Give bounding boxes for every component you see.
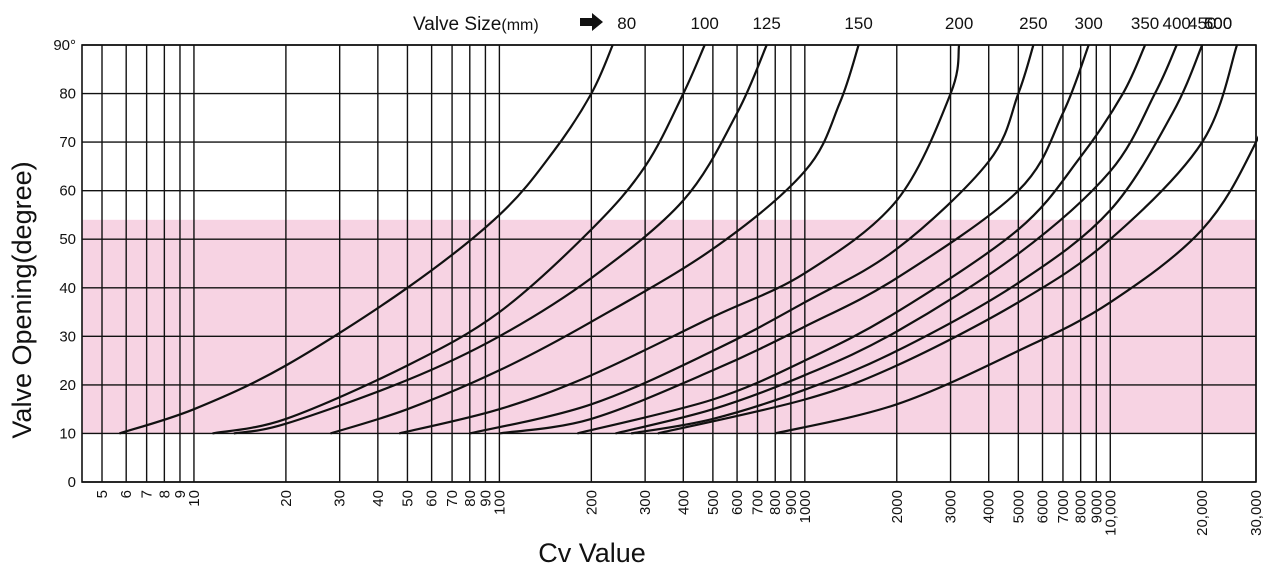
x-tick-label: 400 (675, 490, 692, 515)
x-tick-label: 40 (370, 490, 387, 507)
size-label-600: 600 (1204, 14, 1232, 33)
x-tick-label: 7 (139, 490, 156, 498)
x-tick-label: 800 (767, 490, 784, 515)
size-label-350: 350 (1131, 14, 1159, 33)
x-tick-label: 7000 (1055, 490, 1072, 523)
curve-size-80 (119, 44, 614, 435)
x-tick-label: 9000 (1088, 490, 1105, 523)
highlight-band (82, 219, 1256, 434)
y-tick-label: 40 (59, 280, 76, 297)
x-tick-label: 30 (332, 490, 349, 507)
y-tick-label: 80 (59, 86, 76, 103)
x-tick-label: 20,000 (1194, 490, 1211, 536)
curve-size-400 (615, 44, 1178, 435)
x-tick-label: 80 (462, 490, 479, 507)
x-tick-label: 9 (172, 490, 189, 498)
x-tick-label: 70 (444, 490, 461, 507)
chart-title: Valve Size(mm) (413, 14, 539, 35)
curve-size-200 (398, 44, 961, 435)
size-label-500: 500 (1204, 14, 1232, 33)
x-tick-label: 600 (729, 490, 746, 515)
curve-size-100 (212, 44, 706, 435)
y-tick-label: 30 (59, 328, 76, 345)
curve-size-450 (630, 44, 1204, 435)
curve-size-125 (233, 44, 768, 435)
x-tick-label: 20 (278, 490, 295, 507)
x-tick-label: 10 (186, 490, 203, 507)
x-tick-label: 1000 (797, 490, 814, 523)
y-axis-ticks: 0 10 20 30 40 50 60 70 80 90° (53, 37, 76, 491)
size-label-200: 200 (945, 14, 973, 33)
valve-size-curves (119, 44, 1258, 435)
size-label-400: 400 (1163, 14, 1191, 33)
y-axis-label: Valve Opening(degree) (7, 161, 37, 438)
x-tick-label: 5 (94, 490, 111, 498)
x-tick-label: 500 (705, 490, 722, 515)
x-tick-label: 60 (424, 490, 441, 507)
curve-size-500 (657, 44, 1239, 435)
x-tick-label: 30,000 (1248, 490, 1265, 536)
y-tick-label: 50 (59, 231, 76, 248)
arrow-right-icon (580, 13, 603, 31)
x-tick-label: 8000 (1073, 490, 1090, 523)
size-label-125: 125 (752, 14, 780, 33)
chart-title-unit: (mm) (501, 17, 538, 34)
curve-size-600 (774, 135, 1258, 435)
size-label-250: 250 (1019, 14, 1047, 33)
x-tick-label: 5000 (1010, 490, 1027, 523)
y-tick-label: 70 (59, 134, 76, 151)
x-tick-label: 50 (399, 490, 416, 507)
size-label-450: 450 (1188, 14, 1216, 33)
size-label-300: 300 (1075, 14, 1103, 33)
x-tick-label: 3000 (943, 490, 960, 523)
curve-size-150 (330, 44, 860, 435)
x-tick-label: 900 (783, 490, 800, 515)
x-tick-label: 200 (583, 490, 600, 515)
size-label-150: 150 (844, 14, 872, 33)
size-label-100: 100 (690, 14, 718, 33)
x-tick-label: 6 (118, 490, 135, 498)
x-tick-label: 2000 (889, 490, 906, 523)
x-tick-label: 90 (477, 490, 494, 507)
curve-size-350 (577, 44, 1147, 435)
y-tick-label: 10 (59, 425, 76, 442)
x-tick-label: 4000 (981, 490, 998, 523)
y-tick-label: 20 (59, 377, 76, 394)
x-tick-label: 300 (637, 490, 654, 515)
x-tick-label: 100 (491, 490, 508, 515)
y-tick-label: 0 (68, 474, 76, 491)
x-tick-label: 8 (156, 490, 173, 498)
horizontal-gridlines (81, 44, 1257, 483)
x-axis-label: Cv Value (538, 538, 646, 568)
y-tick-label: 90° (53, 37, 76, 54)
y-tick-label: 60 (59, 183, 76, 200)
curve-size-300 (499, 44, 1090, 435)
curve-size-250 (469, 44, 1035, 435)
x-tick-label: 10,000 (1102, 490, 1119, 536)
chart-title-main: Valve Size (413, 14, 501, 35)
size-label-80: 80 (617, 14, 636, 33)
x-tick-label: 700 (750, 490, 767, 515)
vertical-gridlines (101, 45, 1257, 482)
x-tick-label: 6000 (1035, 490, 1052, 523)
